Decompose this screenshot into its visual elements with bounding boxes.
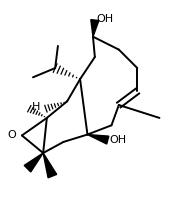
Text: OH: OH	[110, 135, 127, 145]
Text: OH: OH	[97, 14, 114, 24]
Polygon shape	[43, 153, 57, 178]
Polygon shape	[91, 20, 99, 37]
Text: O: O	[8, 130, 16, 140]
Polygon shape	[87, 135, 109, 144]
Text: H: H	[32, 102, 40, 112]
Polygon shape	[24, 153, 43, 172]
